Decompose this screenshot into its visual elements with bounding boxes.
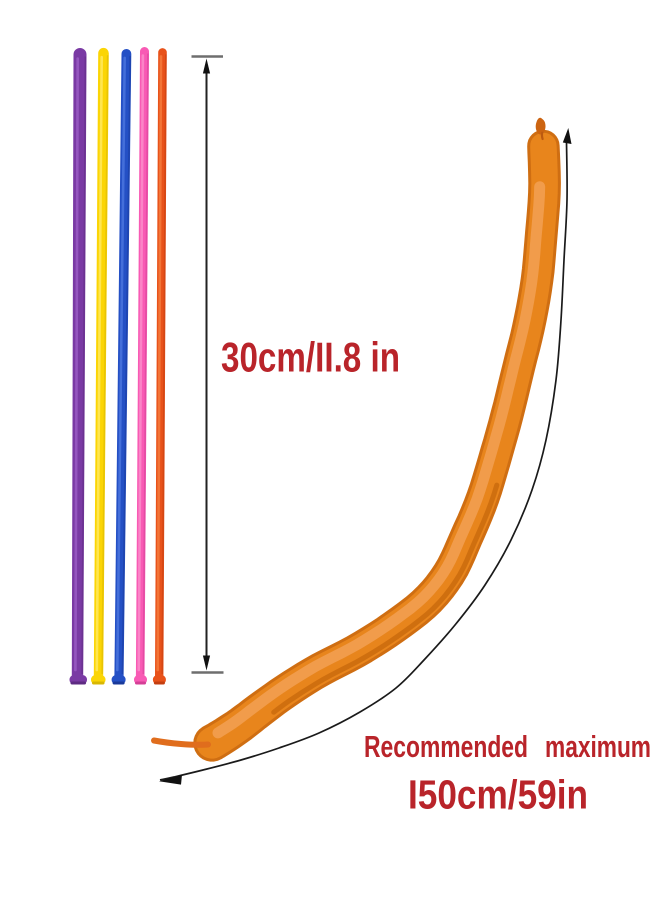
svg-text:I50cm/59in: I50cm/59in	[408, 772, 588, 818]
svg-text:maximum: maximum	[545, 730, 651, 764]
svg-text:Recommended: Recommended	[364, 730, 528, 764]
svg-text:30cm/II.8 in: 30cm/II.8 in	[221, 334, 400, 381]
